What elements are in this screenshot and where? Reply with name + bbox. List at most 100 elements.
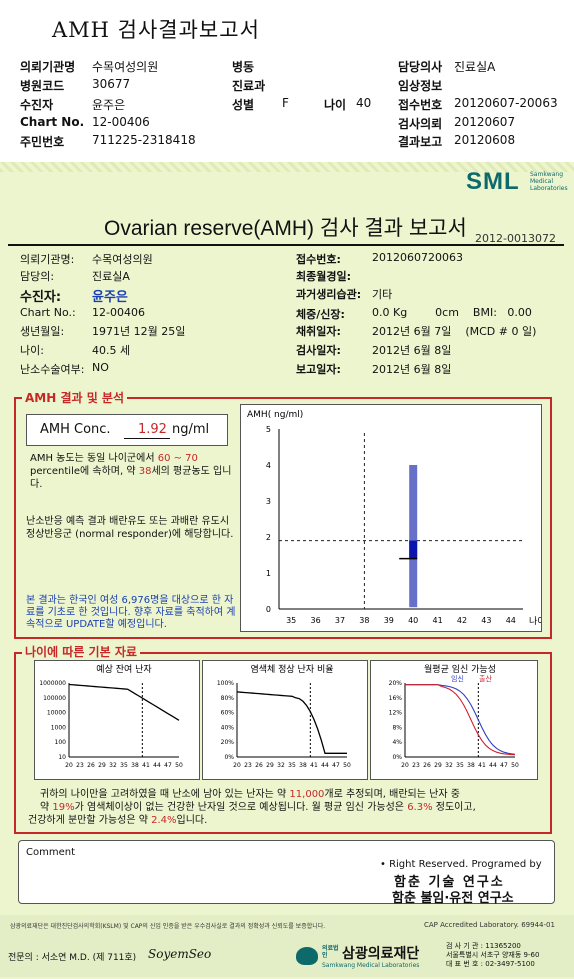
brand-name: 삼광의료재단 [342, 946, 420, 962]
info-label: 나이: [20, 344, 44, 357]
rights-text: • Right Reserved. Programed by [380, 859, 542, 870]
info-value: 2012년 6월 8일 [372, 363, 452, 376]
info-label: 검사일자: [296, 344, 341, 357]
y-tick-label: 10000 [47, 710, 66, 717]
info-label: 과거생리습관: [296, 288, 362, 301]
sml-logo-subtitle: Samkwang Medical Laboratories [530, 171, 568, 192]
info-value: 윤주은 [92, 290, 128, 305]
sml-logo: SML [466, 168, 520, 195]
x-tick-label: 38 [131, 762, 139, 769]
x-tick-label: 20 [65, 762, 73, 769]
x-tick-label: 44 [153, 762, 161, 769]
amh-response: 난소반응 예측 결과 배란유도 또는 과배란 유도시 정상반응군 (normal… [26, 516, 234, 540]
info-value: 2012년 6월 7일 (MCD # 0 일) [372, 325, 537, 338]
legend-item: 임신 [451, 674, 464, 683]
x-tick-label: 50 [343, 762, 351, 769]
doctor-signature: SoyemSeo [148, 947, 212, 961]
header-value: 윤주은 [92, 98, 126, 112]
brand-subtitle: Samkwang Medical Laboratories [322, 962, 420, 969]
x-tick-label: 44 [506, 616, 516, 625]
y-tick-label: 20% [389, 680, 403, 687]
x-tick-label: 38 [359, 616, 369, 625]
info-value: 수목여성의원 [92, 253, 153, 266]
y-tick-label: 1000 [51, 724, 66, 731]
header-value: 711225-2318418 [92, 133, 196, 147]
doc-number: 2012-0013072 [475, 232, 556, 245]
x-tick-label: 20 [233, 762, 241, 769]
amh-section [14, 397, 552, 639]
sheet-stripe [0, 162, 574, 172]
x-tick-label: 26 [255, 762, 263, 769]
basic-section [14, 652, 552, 834]
info-label: 생년월일: [20, 325, 65, 338]
chart-title: 염색체 정상 난자 비율 [250, 664, 333, 675]
info-label: 난소수술여부: [20, 363, 85, 376]
chromosome-chart-panel: 염색체 정상 난자 비율 100% 80% 60% 40% 20% 0% 20 23 26 29 32… [202, 660, 368, 780]
y-tick-label: 0 [266, 605, 271, 614]
legend-item: 출산 [479, 674, 492, 683]
y-tick-label: 20% [221, 739, 235, 746]
x-tick-label: 35 [286, 616, 296, 625]
divider [8, 244, 564, 246]
amh-chart-panel: AMH( ng/ml) 0 1 2 3 4 5 35 36 37 38 39 40 41 42 43 44 나이 [240, 404, 546, 632]
info-value: 12-00406 [92, 306, 145, 319]
chromosome-chart: 염색체 정상 난자 비율 100% 80% 60% 40% 20% 0%20 23 26 29 32… [217, 664, 351, 769]
y-tick-label: 1000000 [39, 680, 66, 687]
info-value: NO [92, 361, 109, 374]
pregnancy-chart-panel: 월평균 임신 가능성 20% 16% 12% 8% 4% 0% 20 23 26 29 32 35 38 4… [370, 660, 538, 780]
info-label: 접수번호: [296, 253, 341, 266]
chart-title: 예상 잔여 난자 [96, 663, 152, 675]
basic-section-title: 나이에 따른 기본 자료 [22, 643, 140, 660]
x-tick-label: 41 [142, 762, 150, 769]
x-tick-label: 50 [511, 762, 519, 769]
x-tick-label: 43 [481, 616, 491, 625]
y-axis-label: AMH( ng/ml) [247, 410, 303, 420]
y-tick-label: 100% [217, 680, 234, 687]
info-label: 최종월경일: [296, 270, 351, 283]
header-label: 검사의뢰 [398, 117, 443, 131]
brand-logo-icon [296, 947, 318, 965]
header-label: 접수번호 [398, 98, 443, 112]
amh-conc-box [26, 414, 228, 446]
basic-summary: 귀하의 나이만을 고려하였을 때 난소에 남아 있는 난자는 약 11,000개… [28, 789, 476, 826]
y-tick-label: 8% [392, 724, 402, 731]
lab-address: 검 사 기 관 : 11365200 서울특별시 서초구 양재동 9-60 대 표 … [446, 942, 540, 968]
chart-title: 월평균 임신 가능성 [424, 663, 496, 675]
x-tick-label: 41 [310, 762, 318, 769]
info-label: 의뢰기관명: [20, 253, 75, 266]
x-tick-label: 42 [457, 616, 467, 625]
amh-interpretation: AMH 농도는 동일 나이군에서 60 ~ 70 percentile에 속하며… [30, 453, 232, 490]
series-line [68, 683, 180, 721]
info-label: 수진자: [20, 290, 62, 305]
info-label: 보고일자: [296, 363, 341, 376]
eggs-chart-panel: 예상 잔여 난자 1000000 100000 10000 1000 100 10 20 23 2… [34, 660, 200, 780]
header-value: 30677 [92, 77, 131, 91]
x-tick-label: 23 [412, 762, 420, 769]
info-value: 40.5 세 [92, 344, 131, 357]
x-tick-label: 38 [467, 762, 475, 769]
x-tick-label: 50 [175, 762, 183, 769]
y-tick-label: 16% [389, 695, 403, 702]
brand-prefix: 의료법인 [322, 945, 339, 959]
x-tick-label: 29 [434, 762, 442, 769]
x-tick-label: 47 [332, 762, 340, 769]
org-2: 함춘 불임·유전 연구소 [392, 891, 514, 906]
header-value: 12-00406 [92, 115, 150, 129]
header-value: 진료실A [454, 60, 496, 74]
report-title: Ovarian reserve(AMH) 검사 결과 보고서 [104, 217, 467, 240]
footer-notice: 삼광의료재단은 대한진단검사의학회(KSLM) 및 CAP의 신임 인증을 받은… [10, 923, 326, 930]
header-label: 수진자 [20, 98, 54, 112]
x-tick-label: 36 [311, 616, 321, 625]
y-tick-label: 4% [392, 739, 402, 746]
x-tick-label: 29 [98, 762, 106, 769]
series-line [405, 684, 516, 756]
page-title: AMH 검사결과보고서 [52, 18, 260, 42]
x-tick-label: 32 [109, 762, 117, 769]
info-value: 2012060720063 [372, 251, 463, 264]
amh-conc-unit: ng/ml [172, 422, 210, 437]
y-tick-label: 4 [266, 461, 271, 470]
amh-age-chart: AMH( ng/ml) 0 1 2 3 4 5 35 36 37 38 39 40 41 42 43 44 나이 [247, 410, 546, 627]
x-tick-label: 32 [277, 762, 285, 769]
